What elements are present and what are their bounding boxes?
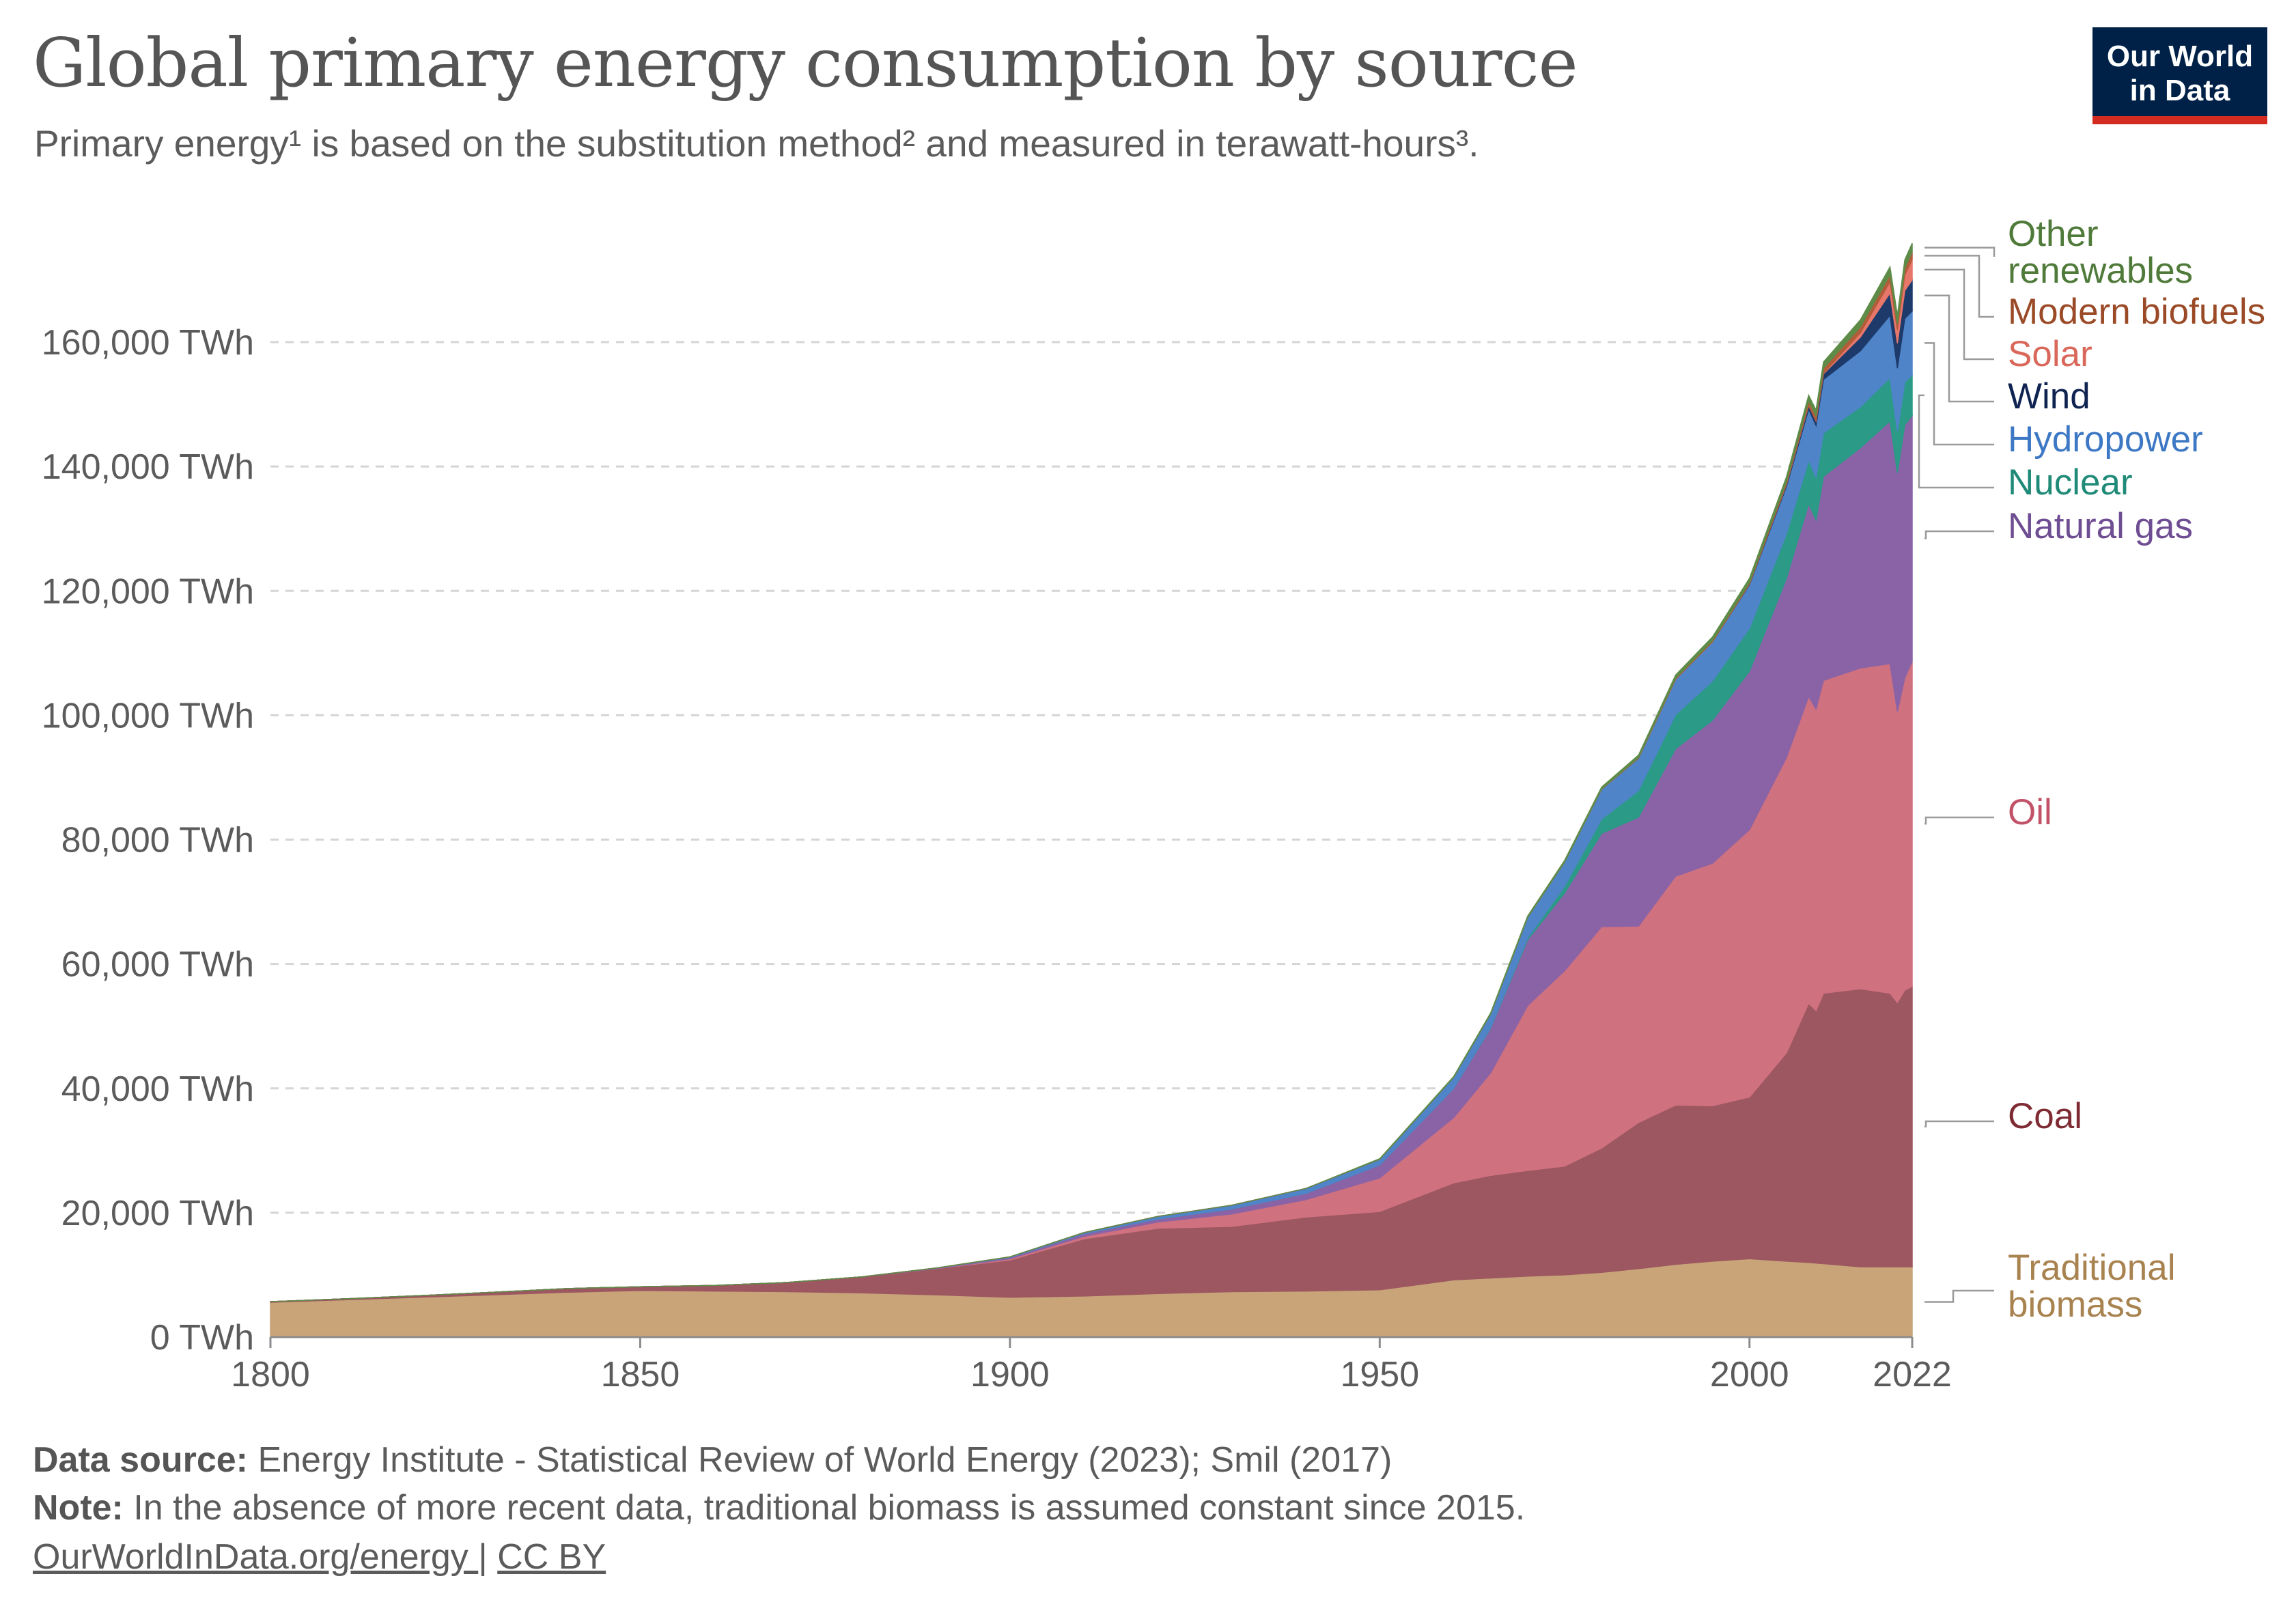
- legend-label-natural-gas[interactable]: Natural gas: [2008, 506, 2193, 546]
- x-tick-label: 2022: [1873, 1355, 1952, 1394]
- data-source-line: Data source: Energy Institute - Statisti…: [33, 1440, 1392, 1480]
- legend-label-line: Traditional: [2008, 1248, 2176, 1288]
- note-label: Note:: [33, 1488, 124, 1528]
- legend-leader-line: [1924, 342, 1994, 446]
- legend-leader-line: [1924, 816, 1994, 825]
- legend-label-oil[interactable]: Oil: [2008, 792, 2052, 832]
- legend-label-hydropower[interactable]: Hydropower: [2008, 419, 2203, 460]
- y-tick-label: 80,000 TWh: [61, 821, 254, 860]
- y-tick-label: 0 TWh: [150, 1318, 254, 1358]
- legend-label-line: Natural gas: [2008, 506, 2193, 546]
- legend-label-nuclear[interactable]: Nuclear: [2008, 462, 2133, 503]
- license-link[interactable]: CC BY: [497, 1537, 606, 1577]
- y-tick-label: 140,000 TWh: [42, 447, 254, 487]
- grid-lines: [270, 341, 1912, 1214]
- axes: 0 TWh 20,000 TWh 40,000 TWh 60,000 TWh 80,00…: [42, 323, 1952, 1394]
- legend-label-line: Hydropower: [2008, 419, 2203, 460]
- stacked-area-chart: 0 TWh 20,000 TWh 40,000 TWh 60,000 TWh 80,00…: [42, 214, 2265, 1394]
- chart-title: Global primary energy consumption by sou…: [33, 25, 1578, 102]
- y-tick-label: 40,000 TWh: [61, 1069, 254, 1109]
- legend-label-line: Other: [2008, 214, 2099, 254]
- legend-label-other-renewables[interactable]: Other renewables: [2008, 214, 2193, 291]
- legend-leader-line: [1924, 530, 1994, 539]
- legend-label-line: biomass: [2008, 1285, 2142, 1325]
- note-text: In the absence of more recent data, trad…: [123, 1488, 1526, 1528]
- legend-label-line: renewables: [2008, 251, 2193, 291]
- y-tick-label: 20,000 TWh: [61, 1194, 254, 1233]
- legend-label-line: Coal: [2008, 1096, 2082, 1136]
- y-tick-label: 60,000 TWh: [61, 945, 254, 985]
- link-line: OurWorldInData.org/energy | CC BY: [33, 1536, 606, 1577]
- legend-label-line: Solar: [2008, 334, 2092, 374]
- logo-line-2: in Data: [2129, 74, 2230, 107]
- x-tick-label: 1800: [231, 1355, 310, 1394]
- legend-leader-line: [1924, 1289, 1994, 1303]
- legend-label-solar[interactable]: Solar: [2008, 334, 2092, 374]
- x-tick-label: 1950: [1340, 1355, 1419, 1394]
- legend-label-line: Wind: [2008, 376, 2090, 417]
- legend-label-modern-biofuels[interactable]: Modern biofuels: [2008, 292, 2265, 332]
- legend-label-wind[interactable]: Wind: [2008, 376, 2090, 417]
- data-source-text: Energy Institute - Statistical Review of…: [248, 1440, 1392, 1480]
- legend-leader-line: [1924, 1120, 1994, 1128]
- y-tick-label: 120,000 TWh: [42, 572, 254, 611]
- x-tick-label: 2000: [1710, 1355, 1789, 1394]
- x-tick-label: 1850: [601, 1355, 680, 1394]
- legend-label-line: Nuclear: [2008, 462, 2133, 503]
- chart-subtitle: Primary energy¹ is based on the substitu…: [34, 122, 1479, 165]
- legend-label-line: Oil: [2008, 792, 2052, 832]
- legend-label-line: Modern biofuels: [2008, 292, 2265, 332]
- legend-leader-line: [1924, 268, 1994, 361]
- x-tick-label: 1900: [970, 1355, 1050, 1394]
- legend-leader-line: [1924, 255, 1994, 318]
- y-tick-label: 100,000 TWh: [42, 696, 254, 735]
- area-other-renewables[interactable]: [270, 242, 1913, 1302]
- legend-leader-line: [1924, 294, 1994, 403]
- legend-leader-line: [1924, 247, 1996, 257]
- legend-label-traditional-biomass[interactable]: Traditional biomass: [2008, 1248, 2176, 1325]
- data-source-label: Data source:: [33, 1440, 248, 1480]
- link-separator: |: [478, 1537, 498, 1577]
- legend-leader-line: [1918, 394, 1994, 489]
- area-series: [270, 242, 1913, 1338]
- owid-energy-link[interactable]: OurWorldInData.org/energy: [33, 1537, 479, 1577]
- legend-label-coal[interactable]: Coal: [2008, 1096, 2082, 1136]
- owid-logo[interactable]: Our World in Data: [2092, 27, 2267, 124]
- note-line: Note: In the absence of more recent data…: [33, 1487, 1525, 1528]
- logo-line-1: Our World: [2106, 40, 2254, 73]
- y-tick-label: 160,000 TWh: [42, 323, 254, 363]
